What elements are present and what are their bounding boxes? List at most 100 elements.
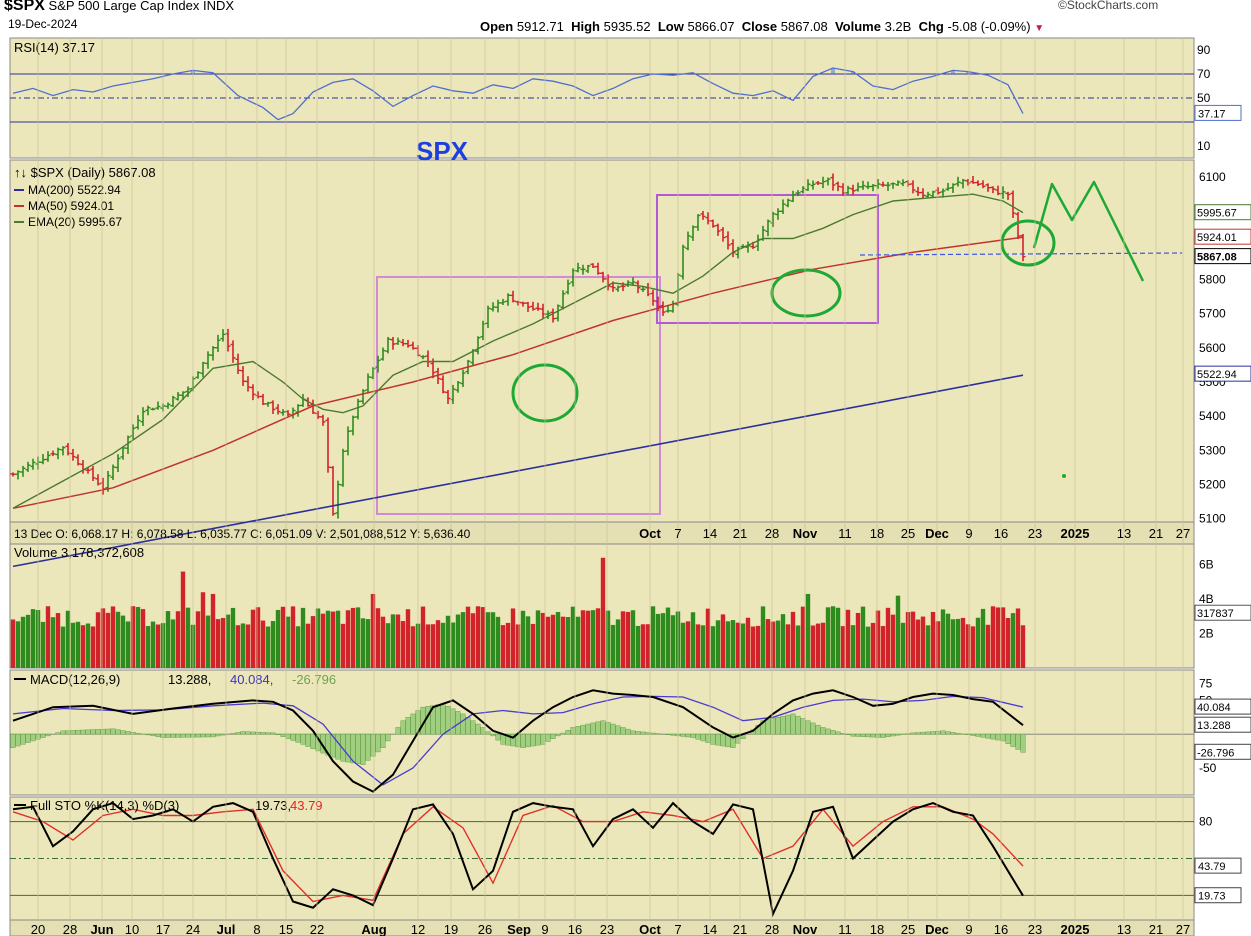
rsi-tick-label: 10 — [1197, 139, 1211, 153]
macd-histogram-bar — [650, 732, 656, 735]
macd-histogram-bar — [585, 723, 591, 735]
volume-bar — [965, 624, 971, 668]
price-bar — [475, 336, 481, 355]
price-bar — [865, 181, 871, 190]
macd-histogram-bar — [590, 722, 596, 735]
volume-bar — [560, 616, 566, 668]
volume-bar — [775, 620, 781, 668]
volume-bar — [890, 614, 896, 668]
macd-histogram-bar — [70, 730, 76, 735]
volume-bar — [815, 623, 821, 668]
price-tick-label: 6100 — [1199, 170, 1226, 184]
volume-bar — [515, 624, 521, 668]
bottom-axis-label: 21 — [733, 922, 747, 936]
price-bar — [985, 183, 991, 192]
volume-bar — [545, 616, 551, 668]
volume-bar — [830, 606, 836, 668]
volume-bar — [565, 617, 571, 668]
price-right-label-box — [1194, 365, 1251, 382]
price-bar — [15, 470, 21, 480]
price-bar — [820, 176, 826, 189]
price-bar — [995, 185, 1001, 196]
macd-histogram-bar — [645, 732, 651, 735]
price-bar — [125, 435, 131, 454]
price-bar — [870, 183, 876, 192]
macd-histogram-bar — [125, 731, 131, 735]
volume-tick-label: 2B — [1199, 627, 1214, 641]
macd-histogram-bar — [485, 731, 491, 735]
volume-bar — [165, 611, 171, 668]
bottom-axis-label: 23 — [1028, 922, 1042, 936]
macd-histogram-bar — [800, 718, 806, 735]
volume-bar — [820, 622, 826, 668]
macd-histogram-bar — [925, 731, 931, 735]
volume-bar — [525, 616, 531, 668]
volume-bar — [575, 616, 581, 668]
price-bar — [385, 336, 391, 354]
price-bar — [545, 310, 551, 320]
volume-bar — [310, 616, 316, 668]
volume-bar — [660, 613, 666, 668]
price-bar — [535, 302, 541, 311]
rsi-tick-label: 50 — [1197, 91, 1211, 105]
volume-bar — [460, 612, 466, 668]
macd-title-value: -26.796 — [292, 672, 336, 687]
bottom-axis-label: 13 — [1117, 922, 1131, 936]
volume-bar — [75, 621, 81, 668]
volume-bar — [80, 625, 86, 668]
volume-bar — [975, 617, 981, 668]
macd-histogram-bar — [775, 717, 781, 735]
macd-histogram-bar — [625, 728, 631, 735]
price-bar — [980, 180, 986, 189]
legend-entry: MA(200) 5522.94 — [28, 183, 121, 197]
top-axis-label: 11 — [838, 526, 852, 541]
volume-bar — [395, 614, 401, 668]
price-bar — [990, 186, 996, 194]
bottom-axis-label: 12 — [411, 922, 425, 936]
macd-histogram-bar — [65, 730, 71, 735]
price-bar — [930, 190, 936, 198]
price-bar — [115, 454, 121, 473]
macd-right-label-box — [1194, 743, 1251, 760]
sto-title-value: 19.73, — [255, 798, 291, 813]
volume-bar — [625, 611, 631, 668]
macd-histogram-bar — [370, 733, 376, 757]
volume-bar — [325, 610, 331, 668]
volume-bar — [510, 608, 516, 668]
bottom-axis-label: 21 — [1149, 922, 1163, 936]
price-tick-label: 5400 — [1199, 409, 1226, 423]
volume-title: Volume 3,178,372,608 — [14, 545, 144, 560]
macd-histogram-bar — [230, 733, 236, 735]
macd-histogram-bar — [375, 733, 381, 753]
annotation-projection-path — [1032, 180, 1145, 282]
macd-histogram-bar — [685, 733, 691, 738]
volume-label: Volume — [834, 19, 881, 34]
volume-bar — [715, 620, 721, 668]
top-axis-label: 13 — [1117, 526, 1131, 541]
price-right-label: 5867.08 — [1197, 252, 1237, 264]
exchange: INDX — [203, 0, 235, 13]
bottom-axis-label: Aug — [361, 922, 386, 936]
volume-bar — [175, 611, 181, 668]
volume-bar — [135, 606, 141, 668]
macd-title: MACD(12,26,9) — [30, 672, 120, 687]
bottom-axis-label: 8 — [253, 922, 260, 936]
volume-bar — [470, 613, 476, 668]
macd-histogram-bar — [285, 733, 291, 739]
macd-histogram-bar — [115, 729, 121, 735]
volume-bar — [940, 609, 946, 668]
macd-histogram-bar — [405, 717, 411, 735]
volume-bar — [195, 611, 201, 668]
volume-bar — [40, 621, 46, 668]
macd-histogram-bar — [505, 733, 511, 746]
top-axis-label: 16 — [994, 526, 1008, 541]
bottom-axis-label: 7 — [674, 922, 681, 936]
macd-histogram-bar — [350, 733, 356, 764]
sto-k-line — [12, 801, 1024, 918]
annotation-box-aug — [376, 276, 661, 515]
macd-histogram-bar — [210, 733, 216, 738]
macd-histogram-bar — [705, 733, 711, 743]
macd-histogram-bar — [95, 729, 101, 735]
price-bar — [270, 400, 276, 415]
